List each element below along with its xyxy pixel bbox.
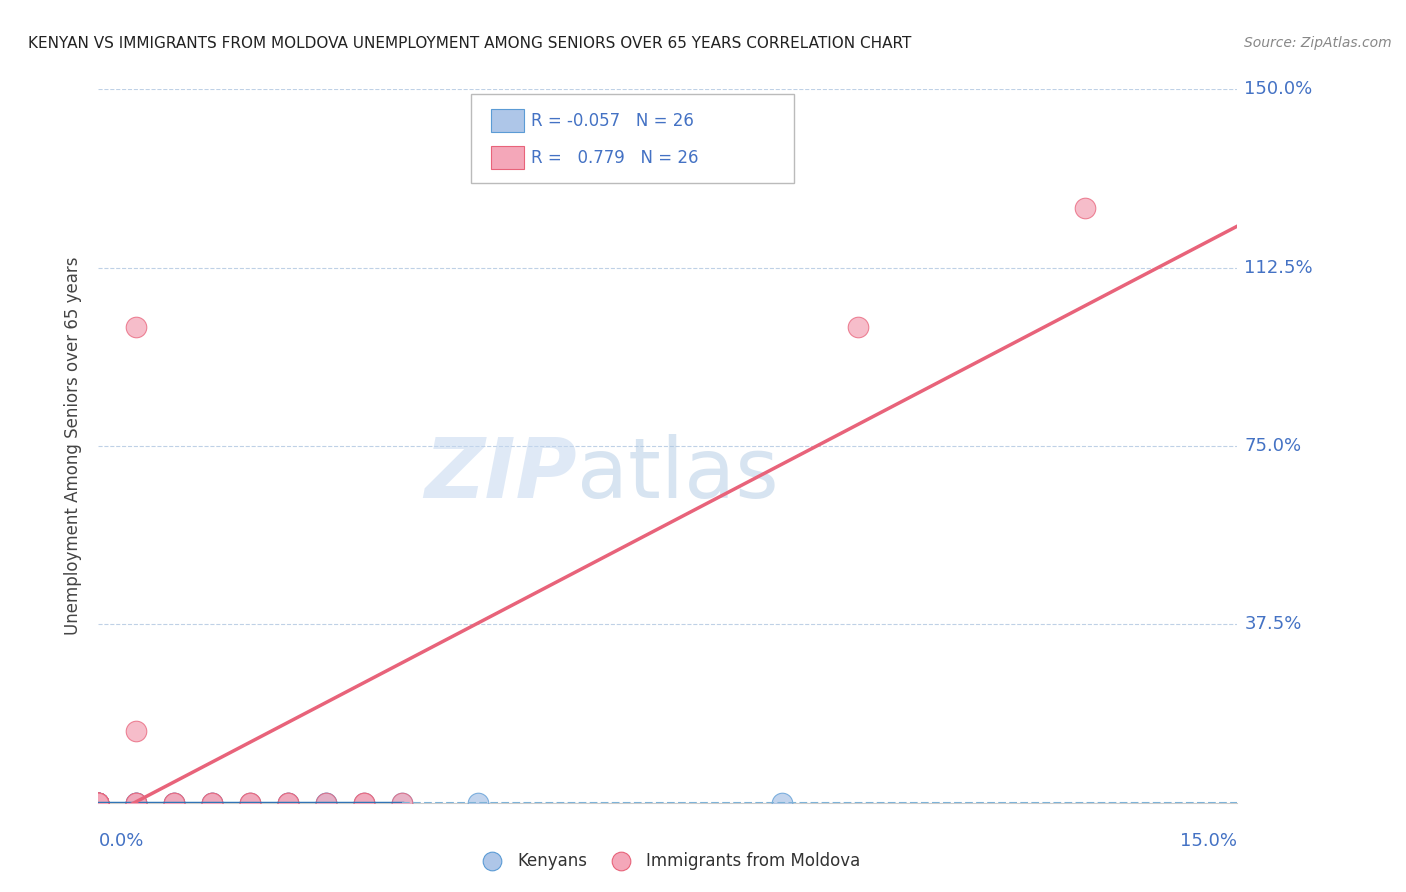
Point xyxy=(846,320,869,334)
Point xyxy=(315,796,337,810)
Text: KENYAN VS IMMIGRANTS FROM MOLDOVA UNEMPLOYMENT AMONG SENIORS OVER 65 YEARS CORRE: KENYAN VS IMMIGRANTS FROM MOLDOVA UNEMPL… xyxy=(28,36,911,51)
Text: atlas: atlas xyxy=(576,434,779,515)
Point xyxy=(353,796,375,810)
Point xyxy=(87,796,110,810)
Text: 75.0%: 75.0% xyxy=(1244,437,1302,455)
Point xyxy=(353,796,375,810)
Point xyxy=(163,796,186,810)
Y-axis label: Unemployment Among Seniors over 65 years: Unemployment Among Seniors over 65 years xyxy=(65,257,83,635)
Point xyxy=(277,796,299,810)
Point xyxy=(87,796,110,810)
Point xyxy=(239,796,262,810)
Point xyxy=(277,796,299,810)
Point xyxy=(467,796,489,810)
Point xyxy=(87,796,110,810)
Point xyxy=(201,796,224,810)
Point xyxy=(239,796,262,810)
Point xyxy=(87,796,110,810)
Point xyxy=(87,796,110,810)
Point xyxy=(391,796,413,810)
Point xyxy=(163,796,186,810)
Text: 112.5%: 112.5% xyxy=(1244,259,1313,277)
Point xyxy=(391,796,413,810)
Legend: Kenyans, Immigrants from Moldova: Kenyans, Immigrants from Moldova xyxy=(470,846,866,877)
Point xyxy=(87,796,110,810)
Point xyxy=(87,796,110,810)
Point xyxy=(770,796,793,810)
Point xyxy=(125,724,148,739)
Point xyxy=(125,796,148,810)
Point xyxy=(87,796,110,810)
Text: R = -0.057   N = 26: R = -0.057 N = 26 xyxy=(531,112,695,129)
Point xyxy=(87,796,110,810)
Text: 0.0%: 0.0% xyxy=(98,831,143,849)
Point xyxy=(201,796,224,810)
Point xyxy=(87,796,110,810)
Point xyxy=(125,796,148,810)
Text: 37.5%: 37.5% xyxy=(1244,615,1302,633)
Point xyxy=(87,796,110,810)
Point xyxy=(315,796,337,810)
Point xyxy=(87,796,110,810)
Point xyxy=(163,796,186,810)
Text: 150.0%: 150.0% xyxy=(1244,80,1313,98)
Point xyxy=(201,796,224,810)
Point xyxy=(277,796,299,810)
Point xyxy=(87,796,110,810)
Text: Source: ZipAtlas.com: Source: ZipAtlas.com xyxy=(1244,36,1392,50)
Point xyxy=(201,796,224,810)
Point xyxy=(87,796,110,810)
Point xyxy=(125,796,148,810)
Point xyxy=(239,796,262,810)
Point xyxy=(87,796,110,810)
Text: ZIP: ZIP xyxy=(425,434,576,515)
Text: R =   0.779   N = 26: R = 0.779 N = 26 xyxy=(531,149,699,167)
Point xyxy=(353,796,375,810)
Point xyxy=(277,796,299,810)
Point xyxy=(125,796,148,810)
Point xyxy=(125,320,148,334)
Point xyxy=(1074,201,1097,215)
Point xyxy=(87,796,110,810)
Point xyxy=(125,796,148,810)
Point xyxy=(87,796,110,810)
Point xyxy=(315,796,337,810)
Text: 15.0%: 15.0% xyxy=(1180,831,1237,849)
Point xyxy=(163,796,186,810)
Point xyxy=(87,796,110,810)
